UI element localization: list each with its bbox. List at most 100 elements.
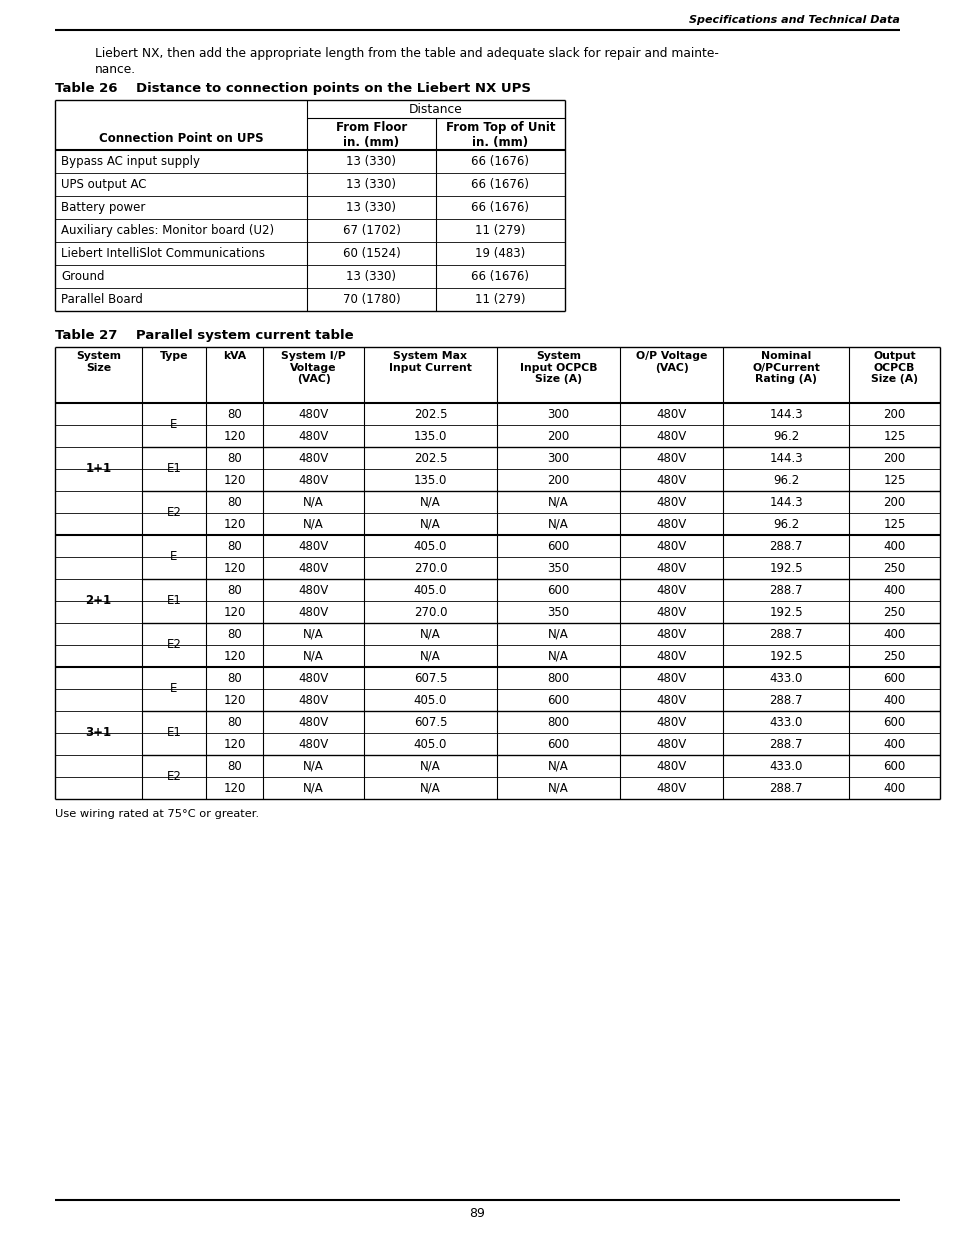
- Text: 480V: 480V: [298, 540, 329, 552]
- Text: 300: 300: [547, 452, 569, 464]
- Text: 480V: 480V: [298, 430, 329, 442]
- Text: 480V: 480V: [656, 583, 686, 597]
- Text: 480V: 480V: [298, 473, 329, 487]
- Text: 350: 350: [547, 605, 569, 619]
- Text: N/A: N/A: [303, 495, 324, 509]
- Text: nance.: nance.: [95, 63, 136, 77]
- Text: Use wiring rated at 75°C or greater.: Use wiring rated at 75°C or greater.: [55, 809, 259, 819]
- Text: 66 (1676): 66 (1676): [471, 156, 529, 168]
- Text: O/P Voltage
(VAC): O/P Voltage (VAC): [636, 351, 706, 373]
- Text: System
Size: System Size: [75, 351, 121, 373]
- Text: Table 27    Parallel system current table: Table 27 Parallel system current table: [55, 329, 354, 342]
- Text: 125: 125: [882, 473, 904, 487]
- Text: 66 (1676): 66 (1676): [471, 270, 529, 283]
- Text: 13 (330): 13 (330): [346, 156, 396, 168]
- Text: 433.0: 433.0: [769, 715, 802, 729]
- Text: 480V: 480V: [656, 782, 686, 794]
- Text: 192.5: 192.5: [768, 650, 802, 662]
- Text: 80: 80: [227, 408, 242, 420]
- Text: kVA: kVA: [223, 351, 246, 361]
- Text: 400: 400: [882, 627, 904, 641]
- Text: UPS output AC: UPS output AC: [61, 178, 147, 191]
- Text: 480V: 480V: [656, 694, 686, 706]
- Text: 480V: 480V: [656, 760, 686, 773]
- Text: 405.0: 405.0: [414, 737, 447, 751]
- Text: 80: 80: [227, 760, 242, 773]
- Text: 120: 120: [223, 694, 246, 706]
- Text: 135.0: 135.0: [414, 473, 447, 487]
- Text: Liebert IntelliSlot Communications: Liebert IntelliSlot Communications: [61, 247, 265, 261]
- Text: N/A: N/A: [303, 782, 324, 794]
- Text: E: E: [170, 551, 177, 563]
- Text: 89: 89: [469, 1207, 484, 1220]
- Text: 200: 200: [547, 430, 569, 442]
- Text: N/A: N/A: [547, 517, 568, 531]
- Text: N/A: N/A: [303, 517, 324, 531]
- Text: 480V: 480V: [298, 715, 329, 729]
- Text: 120: 120: [223, 605, 246, 619]
- Text: 125: 125: [882, 430, 904, 442]
- Text: System
Input OCPCB
Size (A): System Input OCPCB Size (A): [519, 351, 597, 384]
- Text: 144.3: 144.3: [768, 452, 802, 464]
- Text: 800: 800: [547, 715, 569, 729]
- Text: 600: 600: [547, 694, 569, 706]
- Text: 480V: 480V: [656, 430, 686, 442]
- Text: 288.7: 288.7: [769, 782, 802, 794]
- Text: 11 (279): 11 (279): [475, 224, 525, 237]
- Text: 250: 250: [882, 605, 904, 619]
- Text: N/A: N/A: [419, 650, 440, 662]
- Text: 200: 200: [547, 473, 569, 487]
- Text: 3+1: 3+1: [85, 726, 112, 740]
- Text: 600: 600: [882, 760, 904, 773]
- Text: 433.0: 433.0: [769, 760, 802, 773]
- Text: 80: 80: [227, 452, 242, 464]
- Text: 2+1: 2+1: [85, 594, 112, 608]
- Text: 480V: 480V: [656, 672, 686, 684]
- Text: 67 (1702): 67 (1702): [342, 224, 400, 237]
- Text: E2: E2: [166, 771, 181, 783]
- Text: 480V: 480V: [656, 605, 686, 619]
- Text: E2: E2: [166, 506, 181, 520]
- Text: N/A: N/A: [419, 517, 440, 531]
- Text: E: E: [170, 683, 177, 695]
- Text: 480V: 480V: [298, 562, 329, 574]
- Text: 66 (1676): 66 (1676): [471, 178, 529, 191]
- Text: 480V: 480V: [656, 473, 686, 487]
- Text: 1+1: 1+1: [85, 462, 112, 475]
- Text: 200: 200: [882, 452, 904, 464]
- Text: Auxiliary cables: Monitor board (U2): Auxiliary cables: Monitor board (U2): [61, 224, 274, 237]
- Text: 480V: 480V: [298, 694, 329, 706]
- Text: 66 (1676): 66 (1676): [471, 201, 529, 214]
- Text: 60 (1524): 60 (1524): [342, 247, 400, 261]
- Text: 120: 120: [223, 562, 246, 574]
- Text: N/A: N/A: [419, 782, 440, 794]
- Text: 13 (330): 13 (330): [346, 270, 396, 283]
- Text: 600: 600: [547, 737, 569, 751]
- Text: 480V: 480V: [298, 452, 329, 464]
- Text: 144.3: 144.3: [768, 408, 802, 420]
- Text: 480V: 480V: [656, 627, 686, 641]
- Text: 600: 600: [882, 672, 904, 684]
- Text: 202.5: 202.5: [414, 452, 447, 464]
- Text: N/A: N/A: [419, 760, 440, 773]
- Text: 120: 120: [223, 650, 246, 662]
- Text: N/A: N/A: [547, 650, 568, 662]
- Text: 80: 80: [227, 715, 242, 729]
- Text: 480V: 480V: [656, 650, 686, 662]
- Text: System I/P
Voltage
(VAC): System I/P Voltage (VAC): [281, 351, 346, 384]
- Text: 250: 250: [882, 562, 904, 574]
- Text: N/A: N/A: [303, 760, 324, 773]
- Text: 80: 80: [227, 540, 242, 552]
- Text: 120: 120: [223, 737, 246, 751]
- Text: N/A: N/A: [547, 782, 568, 794]
- Text: N/A: N/A: [419, 627, 440, 641]
- Text: 120: 120: [223, 782, 246, 794]
- Text: N/A: N/A: [303, 627, 324, 641]
- Text: 80: 80: [227, 627, 242, 641]
- Text: 80: 80: [227, 672, 242, 684]
- Text: 600: 600: [547, 583, 569, 597]
- Text: N/A: N/A: [547, 760, 568, 773]
- Text: N/A: N/A: [547, 627, 568, 641]
- Text: 192.5: 192.5: [768, 562, 802, 574]
- Text: 13 (330): 13 (330): [346, 201, 396, 214]
